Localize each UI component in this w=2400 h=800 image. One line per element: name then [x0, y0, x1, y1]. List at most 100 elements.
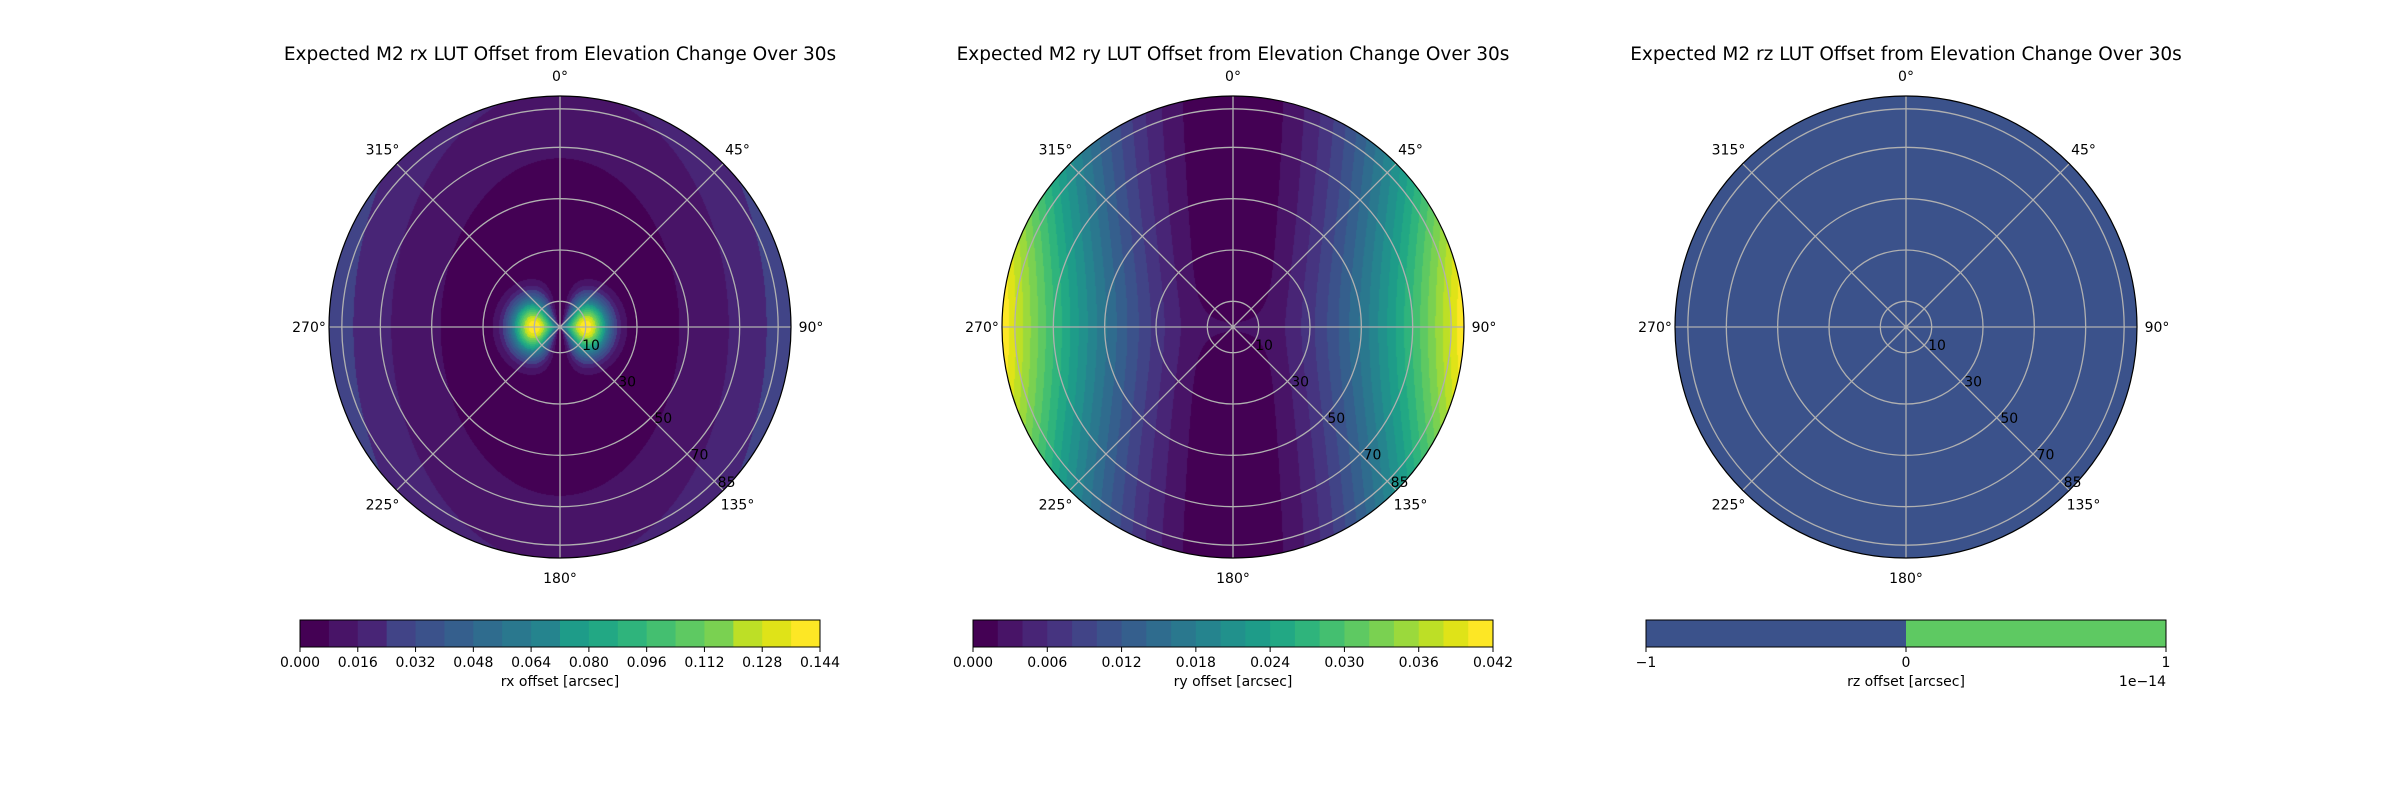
colorbar: −1 0 1 rz offset [arcsec] 1e−14 [1636, 619, 2171, 690]
colorbar-tick-label: 0.018 [1176, 655, 1216, 671]
theta-tick-label: 0° [1225, 69, 1241, 85]
colorbar-segment [1646, 620, 1906, 647]
colorbar-segment [1270, 620, 1296, 647]
r-tick-label: 50 [654, 411, 672, 427]
r-tick-label: 85 [718, 475, 736, 491]
colorbar-label: rx offset [arcsec] [501, 674, 619, 690]
colorbar-segment [1195, 620, 1222, 647]
colorbar-tick-label: 0.144 [800, 655, 840, 671]
theta-tick-label: 315° [1712, 143, 1746, 159]
r-tick-label: 30 [1291, 375, 1309, 391]
theta-tick-label: 135° [2067, 497, 2101, 513]
colorbar-tick-label: 0.042 [1473, 655, 1513, 671]
colorbar-tick-label: 0.000 [953, 655, 993, 671]
theta-tick-label: 270° [292, 320, 326, 336]
colorbar-tick-label: −1 [1636, 655, 1657, 671]
angular-gridline [1069, 163, 1234, 328]
colorbar-segment [675, 620, 705, 647]
colorbar-segment [973, 620, 999, 647]
r-tick-label: 85 [1391, 475, 1409, 491]
angular-gridline [1905, 163, 2070, 328]
colorbar-segment [1047, 620, 1073, 647]
colorbar-segment [1369, 620, 1395, 647]
colorbar-segment [531, 620, 561, 647]
chart-title: Expected M2 rz LUT Offset from Elevation… [1630, 44, 2182, 65]
colorbar-tick-label: 0.030 [1324, 655, 1364, 671]
colorbar-segment [502, 620, 532, 647]
r-tick-label: 10 [1928, 338, 1946, 354]
angular-gridline [1742, 326, 1907, 491]
colorbar-tick-label: 0.112 [684, 655, 724, 671]
r-tick-labels: 10 30 50 70 85 [1255, 338, 1408, 491]
angular-gridline [559, 326, 724, 491]
theta-tick-label: 90° [2145, 320, 2170, 336]
colorbar-segment [1121, 620, 1147, 647]
theta-tick-label: 45° [1398, 143, 1423, 159]
angular-gridline [1742, 163, 1907, 328]
theta-tick-label: 90° [799, 320, 824, 336]
colorbar-segment [1294, 620, 1321, 647]
theta-tick-label: 225° [1039, 497, 1073, 513]
theta-tick-labels: 0° 45° 90° 135° 180° 225° 270° 315° [1638, 69, 2169, 587]
theta-tick-label: 0° [1898, 69, 1914, 85]
colorbar-tick-labels: −1 0 1 [1636, 655, 2171, 671]
colorbar-segment [328, 620, 359, 647]
theta-tick-label: 135° [1394, 497, 1428, 513]
colorbar-ticks [1645, 647, 2167, 652]
colorbar-segment [617, 620, 648, 647]
theta-tick-label: 45° [2071, 143, 2096, 159]
polar-grid [1001, 95, 1465, 559]
theta-tick-labels: 0° 45° 90° 135° 180° 225° 270° 315° [965, 69, 1496, 587]
r-tick-label: 85 [2064, 475, 2082, 491]
colorbar-segment [1393, 620, 1420, 647]
colorbar-segment [300, 620, 330, 647]
colorbar-segment [444, 620, 474, 647]
colorbar-segments [973, 620, 1494, 647]
theta-tick-label: 225° [1712, 497, 1746, 513]
colorbar-segment [1022, 620, 1048, 647]
angular-gridline [396, 326, 561, 491]
colorbar-segment [1344, 620, 1370, 647]
theta-tick-label: 270° [965, 320, 999, 336]
angular-gridline [1232, 326, 1397, 491]
colorbar-tick-label: 0.016 [338, 655, 378, 671]
colorbar-segment [1146, 620, 1172, 647]
colorbar-tick-label: 0.024 [1250, 655, 1290, 671]
polar-grid [1674, 95, 2138, 559]
r-tick-labels: 10 30 50 70 85 [582, 338, 735, 491]
r-tick-label: 70 [691, 448, 709, 464]
polar-spine [1001, 95, 1465, 559]
colorbar-tick-label: 0.032 [396, 655, 436, 671]
colorbar-segment [588, 620, 619, 647]
colorbar-segment [733, 620, 763, 647]
colorbar-tick-label: 0.096 [627, 655, 667, 671]
colorbar-segment [1468, 620, 1494, 647]
colorbar-segment [1906, 620, 2166, 647]
colorbar: 0.000 0.016 0.032 0.048 0.064 0.080 0.09… [280, 619, 840, 690]
colorbar-tick-label: 1 [2162, 655, 2171, 671]
polar-chart-rz: Expected M2 rz LUT Offset from Elevation… [1630, 44, 2182, 690]
colorbar-segment [1418, 620, 1444, 647]
colorbar-segment [473, 620, 503, 647]
colorbar-segment [415, 620, 445, 647]
colorbar-segment [791, 620, 821, 647]
colorbar-segment [1319, 620, 1345, 647]
colorbar-tick-label: 0.000 [280, 655, 320, 671]
colorbar-tick-label: 0.006 [1027, 655, 1067, 671]
colorbar-segment [1096, 620, 1123, 647]
colorbar-frame [299, 619, 821, 648]
colorbar-tick-label: 0 [1902, 655, 1911, 671]
theta-tick-label: 90° [1472, 320, 1497, 336]
colorbar-tick-label: 0.080 [569, 655, 609, 671]
theta-tick-label: 180° [1216, 571, 1250, 587]
colorbar-segments [1646, 620, 2166, 647]
theta-tick-label: 0° [552, 69, 568, 85]
r-tick-label: 10 [582, 338, 600, 354]
colorbar-segments [300, 620, 821, 647]
colorbar-label: rz offset [arcsec] [1847, 674, 1965, 690]
colorbar-offset-text: 1e−14 [2119, 674, 2166, 690]
r-tick-label: 30 [1964, 375, 1982, 391]
colorbar-segment [1443, 620, 1469, 647]
colorbar-segment [997, 620, 1024, 647]
colorbar-segment [646, 620, 677, 647]
